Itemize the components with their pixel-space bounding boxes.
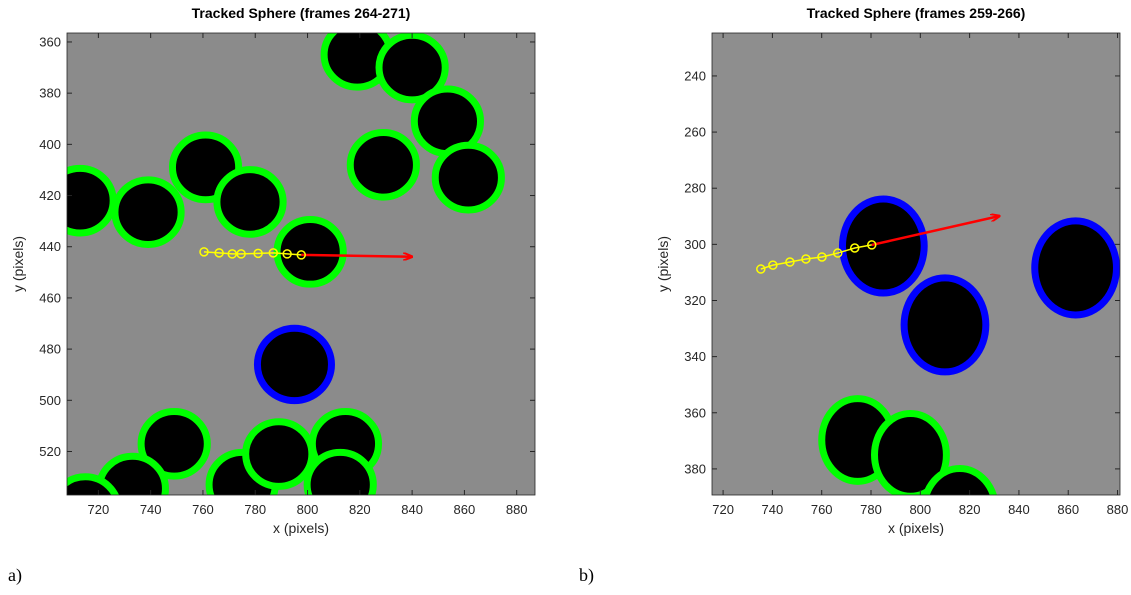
x-tick-label: 840	[1008, 502, 1030, 517]
sphere	[346, 128, 420, 201]
y-axis-label: y (pixels)	[655, 236, 671, 292]
y-tick-label: 480	[39, 342, 61, 357]
track-point	[282, 249, 292, 259]
x-tick-label: 860	[454, 502, 476, 517]
track-point	[801, 254, 811, 264]
sphere	[273, 216, 347, 288]
sphere	[922, 464, 997, 495]
x-tick-label: 820	[959, 502, 981, 517]
sphere	[242, 418, 316, 490]
track-point	[849, 243, 860, 253]
y-tick-label: 520	[39, 444, 61, 459]
x-tick-label: 720	[712, 502, 734, 517]
y-tick-label: 360	[39, 34, 61, 49]
y-tick-label: 240	[684, 68, 706, 83]
y-tick-label: 380	[684, 461, 706, 476]
x-tick-label: 780	[244, 502, 266, 517]
plot-area	[67, 33, 535, 495]
sphere	[838, 195, 928, 297]
track-point	[268, 248, 279, 258]
track-point	[817, 252, 827, 262]
sphere	[67, 473, 119, 495]
y-tick-label: 320	[684, 293, 706, 308]
track-point	[227, 249, 237, 259]
x-tick-label: 740	[140, 502, 162, 517]
chart-title: Tracked Sphere (frames 264-271)	[192, 5, 411, 21]
sphere	[253, 324, 335, 405]
chart-title: Tracked Sphere (frames 259-266)	[807, 5, 1026, 21]
track-point	[785, 257, 795, 267]
y-tick-label: 420	[39, 188, 61, 203]
y-tick-label: 440	[39, 239, 61, 254]
track-point	[199, 247, 209, 257]
track-point	[253, 248, 263, 259]
track-point	[866, 240, 877, 250]
y-tick-label: 380	[39, 86, 61, 101]
x-tick-label: 820	[349, 502, 371, 517]
plot-area	[712, 33, 1120, 495]
x-tick-label: 880	[506, 502, 528, 517]
y-axis-label: y (pixels)	[10, 236, 26, 292]
y-tick-label: 360	[684, 405, 706, 420]
x-tick-label: 780	[860, 502, 882, 517]
x-tick-label: 800	[909, 502, 931, 517]
sphere	[431, 141, 505, 214]
x-axis-label: x (pixels)	[273, 520, 329, 536]
x-tick-label: 740	[762, 502, 784, 517]
sphere	[1031, 217, 1120, 319]
y-tick-label: 460	[39, 290, 61, 305]
sphere	[871, 409, 950, 495]
y-tick-label: 300	[684, 237, 706, 252]
track-point	[768, 260, 778, 270]
panel-label: b)	[579, 565, 594, 586]
track-point	[236, 249, 246, 259]
axes-box	[66, 32, 536, 496]
sphere	[67, 164, 117, 237]
x-tick-label: 760	[192, 502, 214, 517]
track-line	[203, 251, 302, 256]
x-axis-label: x (pixels)	[888, 520, 944, 536]
sphere	[213, 166, 287, 238]
panel-label: a)	[8, 565, 22, 586]
y-tick-label: 340	[684, 349, 706, 364]
y-tick-label: 280	[684, 181, 706, 196]
x-tick-label: 800	[297, 502, 319, 517]
sphere	[303, 448, 377, 495]
x-tick-label: 860	[1057, 502, 1079, 517]
track-point	[832, 248, 843, 258]
track-point	[214, 248, 224, 258]
y-tick-label: 260	[684, 125, 706, 140]
track-point	[756, 264, 766, 274]
sphere	[137, 407, 211, 480]
track-point	[296, 250, 307, 260]
sphere	[900, 274, 990, 376]
axes-box	[711, 32, 1121, 496]
x-tick-label: 880	[1107, 502, 1129, 517]
y-tick-label: 500	[39, 393, 61, 408]
x-tick-label: 720	[88, 502, 110, 517]
track-line	[760, 244, 872, 270]
sphere	[111, 176, 185, 249]
x-tick-label: 840	[401, 502, 423, 517]
y-tick-label: 400	[39, 137, 61, 152]
x-tick-label: 760	[811, 502, 833, 517]
velocity-arrow	[871, 216, 1000, 247]
velocity-arrow	[301, 255, 412, 257]
